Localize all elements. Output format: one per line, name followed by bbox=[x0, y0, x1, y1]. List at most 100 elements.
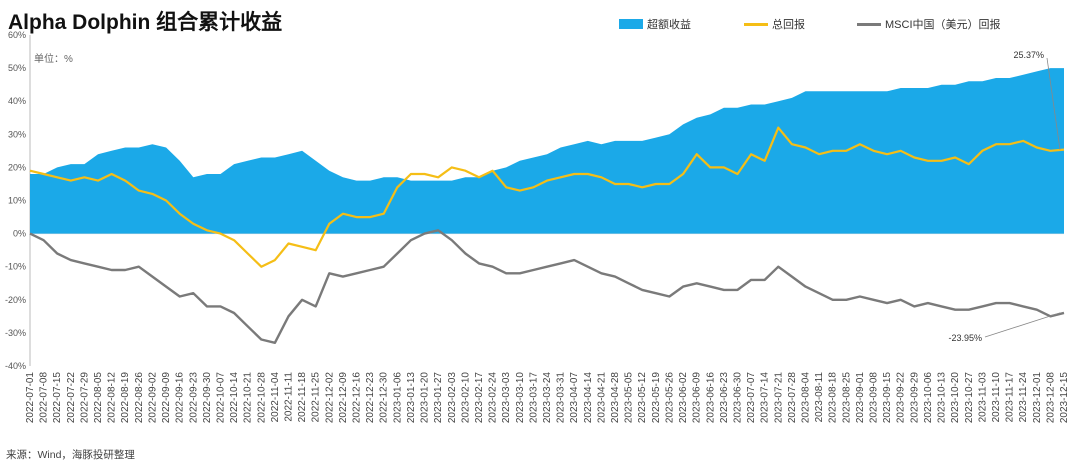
x-tick-label: 2022-09-02 bbox=[147, 372, 158, 424]
y-tick-label: 40% bbox=[8, 96, 26, 106]
x-tick-label: 2022-12-02 bbox=[324, 372, 335, 424]
x-tick-label: 2022-07-15 bbox=[52, 372, 63, 424]
x-tick-label: 2023-06-02 bbox=[678, 372, 689, 424]
x-tick-label: 2022-07-22 bbox=[66, 372, 77, 424]
x-tick-label: 2023-05-05 bbox=[624, 372, 635, 424]
legend-label-excess: 超额收益 bbox=[647, 19, 691, 31]
x-tick-label: 2023-12-01 bbox=[1032, 372, 1043, 424]
unit-label: 单位：% bbox=[34, 54, 73, 65]
x-tick-label: 2023-03-03 bbox=[501, 372, 512, 424]
x-tick-label: 2022-10-28 bbox=[256, 372, 267, 424]
x-tick-label: 2022-08-26 bbox=[134, 372, 145, 424]
x-tick-label: 2022-07-01 bbox=[25, 372, 36, 424]
x-tick-label: 2023-11-17 bbox=[1005, 372, 1016, 423]
legend-item-total: 总回报 bbox=[744, 16, 805, 32]
y-tick-label: -20% bbox=[5, 295, 26, 305]
legend-item-excess: 超额收益 bbox=[619, 16, 691, 32]
x-tick-label: 2023-04-21 bbox=[596, 372, 607, 424]
x-tick-label: 2023-02-03 bbox=[447, 372, 458, 424]
legend-item-msci: MSCI中国（美元）回报 bbox=[857, 16, 1001, 32]
legend-label-msci: MSCI中国（美元）回报 bbox=[885, 19, 1001, 31]
x-tick-label: 2022-07-08 bbox=[39, 372, 50, 424]
x-tick-label: 2023-06-23 bbox=[719, 372, 730, 424]
x-tick-label: 2023-04-14 bbox=[583, 372, 594, 424]
x-tick-label: 2023-04-07 bbox=[569, 372, 580, 424]
y-tick-label: -10% bbox=[5, 262, 26, 272]
x-tick-label: 2023-10-06 bbox=[923, 372, 934, 424]
x-tick-label: 2022-12-09 bbox=[338, 372, 349, 424]
x-tick-label: 2023-02-10 bbox=[460, 372, 471, 424]
x-tick-label: 2022-08-05 bbox=[93, 372, 104, 424]
x-tick-label: 2022-11-25 bbox=[311, 372, 322, 423]
x-tick-label: 2023-01-20 bbox=[420, 372, 431, 424]
x-tick-label: 2023-08-18 bbox=[828, 372, 839, 424]
y-tick-label: 20% bbox=[8, 162, 26, 172]
x-tick-label: 2023-08-11 bbox=[814, 372, 825, 423]
x-tick-label: 2023-05-12 bbox=[637, 372, 648, 424]
y-tick-label: -40% bbox=[5, 361, 26, 371]
x-tick-label: 2023-07-28 bbox=[787, 372, 798, 424]
x-tick-label: 2022-12-23 bbox=[365, 372, 376, 424]
x-tick-label: 2022-09-16 bbox=[175, 372, 186, 424]
x-tick-label: 2023-09-22 bbox=[896, 372, 907, 424]
x-tick-label: 2023-02-17 bbox=[474, 372, 485, 424]
legend-swatch-excess bbox=[619, 19, 643, 29]
x-tick-label: 2022-10-07 bbox=[215, 372, 226, 424]
x-tick-label: 2023-03-31 bbox=[556, 372, 567, 424]
x-tick-label: 2023-06-30 bbox=[732, 372, 743, 424]
y-tick-label: 50% bbox=[8, 63, 26, 73]
annotation-total-return: 25.37% bbox=[1013, 50, 1044, 60]
x-tick-label: 2023-05-19 bbox=[651, 372, 662, 424]
legend-swatch-msci bbox=[857, 22, 881, 26]
x-tick-label: 2023-07-07 bbox=[746, 372, 757, 424]
x-tick-label: 2023-01-13 bbox=[406, 372, 417, 424]
x-tick-label: 2023-03-10 bbox=[515, 372, 526, 424]
legend-label-total: 总回报 bbox=[772, 19, 805, 31]
x-tick-label: 2023-08-04 bbox=[801, 372, 812, 424]
x-tick-label: 2023-09-01 bbox=[855, 372, 866, 424]
x-tick-label: 2022-08-12 bbox=[107, 372, 118, 424]
x-tick-label: 2022-12-30 bbox=[379, 372, 390, 424]
annotation-leader-msci bbox=[984, 312, 1061, 338]
x-tick-label: 2022-09-30 bbox=[202, 372, 213, 424]
y-tick-label: -30% bbox=[5, 328, 26, 338]
annotation-leader-total bbox=[1046, 57, 1061, 150]
annotation-msci-return: -23.95% bbox=[948, 333, 982, 343]
y-tick-label: 60% bbox=[8, 30, 26, 40]
x-tick-label: 2023-01-27 bbox=[433, 372, 444, 424]
x-tick-label: 2023-08-25 bbox=[841, 372, 852, 424]
y-tick-label: 30% bbox=[8, 129, 26, 139]
x-tick-label: 2023-06-16 bbox=[705, 372, 716, 424]
source-note: 来源：Wind，海豚投研整理 bbox=[6, 449, 135, 461]
excess-return-area bbox=[30, 68, 1064, 234]
x-tick-label: 2023-04-28 bbox=[610, 372, 621, 424]
x-tick-label: 2023-11-10 bbox=[991, 372, 1002, 423]
x-tick-label: 2023-03-24 bbox=[542, 372, 553, 424]
x-tick-label: 2023-06-09 bbox=[692, 372, 703, 424]
x-tick-label: 2023-10-27 bbox=[964, 372, 975, 424]
x-tick-label: 2023-11-24 bbox=[1018, 372, 1029, 423]
x-tick-label: 2022-10-14 bbox=[229, 372, 240, 424]
total-return-line bbox=[29, 126, 1065, 268]
x-tick-label: 2022-09-09 bbox=[161, 372, 172, 424]
x-tick-label: 2023-07-14 bbox=[760, 372, 771, 424]
x-tick-label: 2023-09-08 bbox=[869, 372, 880, 424]
x-tick-label: 2023-01-06 bbox=[392, 372, 403, 424]
y-tick-label: 10% bbox=[8, 196, 26, 206]
chart-title: Alpha Dolphin 组合累计收益 bbox=[8, 11, 283, 34]
x-tick-label: 2022-09-23 bbox=[188, 372, 199, 424]
x-tick-label: 2023-03-17 bbox=[528, 372, 539, 424]
x-tick-label: 2022-08-19 bbox=[120, 372, 131, 424]
x-tick-label: 2022-10-21 bbox=[243, 372, 254, 424]
x-tick-label: 2022-11-04 bbox=[270, 372, 281, 423]
x-tick-label: 2023-09-15 bbox=[882, 372, 893, 424]
x-tick-label: 2023-09-29 bbox=[909, 372, 920, 424]
msci-return-line bbox=[29, 229, 1065, 344]
x-tick-label: 2022-07-29 bbox=[79, 372, 90, 424]
x-tick-label: 2022-11-11 bbox=[284, 372, 295, 422]
x-tick-label: 2022-12-16 bbox=[352, 372, 363, 424]
x-tick-label: 2023-10-20 bbox=[950, 372, 961, 424]
x-tick-label: 2023-07-21 bbox=[773, 372, 784, 424]
x-tick-label: 2023-11-03 bbox=[977, 372, 988, 423]
